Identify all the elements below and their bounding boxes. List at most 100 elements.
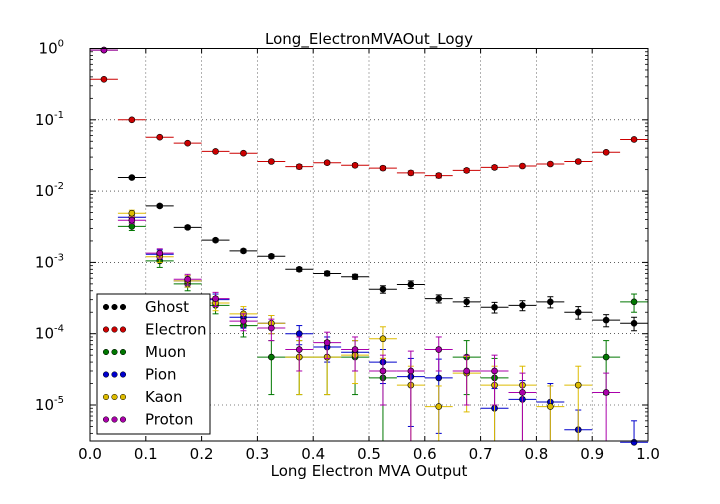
legend-marker <box>102 416 110 423</box>
data-marker <box>491 164 498 171</box>
y-tick-exponent: -2 <box>54 181 64 192</box>
data-marker <box>519 162 526 170</box>
data-point <box>341 336 369 372</box>
legend-entry: Pion <box>102 366 177 384</box>
data-marker <box>602 389 610 396</box>
data-marker <box>547 160 554 168</box>
data-marker <box>491 367 498 375</box>
data-marker <box>295 266 303 273</box>
y-tick-label: 10-1 <box>35 110 64 129</box>
data-marker <box>630 298 638 306</box>
data-point <box>508 300 537 312</box>
legend-entry: Kaon <box>102 388 182 406</box>
data-marker <box>184 139 191 147</box>
data-marker <box>574 381 582 389</box>
data-marker <box>156 249 164 257</box>
data-marker <box>407 169 415 177</box>
x-tick-label: 0.0 <box>78 445 102 463</box>
data-marker <box>100 75 108 83</box>
data-marker <box>184 224 191 231</box>
data-marker <box>323 270 331 277</box>
y-tick-exponent: -5 <box>54 395 64 406</box>
data-marker <box>407 281 415 288</box>
data-point <box>592 149 621 156</box>
data-marker <box>574 308 582 316</box>
series-layer <box>90 46 648 446</box>
y-tick-base: 10 <box>35 111 54 129</box>
y-tick-label: 10-2 <box>35 181 64 200</box>
data-point <box>480 354 509 406</box>
legend-box <box>96 293 211 435</box>
data-point <box>396 169 425 177</box>
data-point <box>424 385 453 441</box>
x-tick-label: 0.6 <box>413 445 437 463</box>
data-marker <box>602 353 610 361</box>
data-marker <box>240 149 247 157</box>
data-point <box>173 273 202 286</box>
legend-entry: Ghost <box>102 298 189 316</box>
data-point <box>564 365 593 441</box>
data-marker <box>351 273 359 281</box>
legend-entry: Electron <box>102 321 207 339</box>
data-marker <box>212 148 219 155</box>
x-tick-label: 0.2 <box>190 445 214 463</box>
data-point <box>424 336 453 372</box>
legend-label: Ghost <box>145 298 189 316</box>
data-marker <box>351 346 359 353</box>
data-point <box>592 372 621 441</box>
y-tick-exponent: -4 <box>54 324 64 335</box>
data-point <box>257 318 286 342</box>
legend-marker <box>119 371 127 378</box>
data-marker <box>295 330 303 338</box>
data-point <box>117 209 146 218</box>
data-marker <box>295 163 303 170</box>
legend-marker <box>119 303 127 311</box>
data-marker <box>212 295 219 302</box>
data-point <box>313 270 342 277</box>
x-tick-label: 0.3 <box>245 445 269 463</box>
data-point <box>452 297 481 308</box>
series-proton <box>90 46 621 441</box>
data-point <box>341 162 369 169</box>
data-marker <box>268 252 275 260</box>
data-point <box>201 148 230 155</box>
data-point <box>620 316 648 332</box>
x-tick-label: 0.8 <box>524 445 548 463</box>
data-marker <box>547 298 554 306</box>
data-point <box>592 314 621 328</box>
data-point <box>424 172 453 179</box>
x-tick-label: 0.4 <box>301 445 325 463</box>
data-marker <box>128 209 136 217</box>
data-marker <box>519 302 526 309</box>
legend-marker <box>102 326 110 333</box>
data-marker <box>379 335 387 343</box>
data-marker <box>574 158 582 165</box>
data-point <box>620 136 648 143</box>
data-marker <box>463 298 470 306</box>
data-marker <box>323 339 331 346</box>
data-marker <box>602 316 610 324</box>
data-marker <box>128 223 136 230</box>
ticks: 0.0 0.1 0.2 0.3 0.4 0.5 0.6 0.7 0.8 0.9 1.010010-1… <box>35 39 660 464</box>
data-marker <box>351 162 359 169</box>
data-point <box>452 354 481 406</box>
data-marker <box>463 167 470 174</box>
data-point <box>285 163 314 170</box>
data-marker <box>156 202 164 210</box>
legend-marker <box>111 371 118 378</box>
data-point <box>90 75 118 83</box>
x-tick-label: 0.9 <box>580 445 604 463</box>
data-point <box>396 280 425 290</box>
data-marker <box>602 149 610 156</box>
series-electron <box>90 75 648 179</box>
y-tick-exponent: -1 <box>54 110 64 121</box>
data-marker <box>295 346 303 353</box>
data-point <box>117 216 146 225</box>
data-point <box>257 252 286 260</box>
y-tick-base: 10 <box>35 325 54 343</box>
data-marker <box>268 158 275 165</box>
data-marker <box>128 216 136 224</box>
data-marker <box>407 367 415 375</box>
data-marker <box>184 275 191 283</box>
